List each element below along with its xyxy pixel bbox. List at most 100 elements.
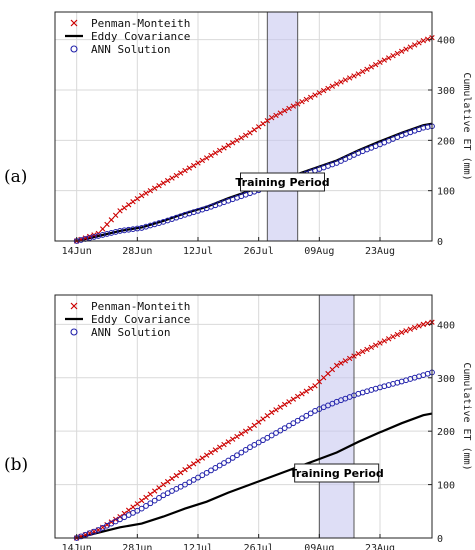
data-point-x (134, 196, 141, 202)
data-point-x (112, 212, 119, 219)
data-point-x (247, 425, 253, 432)
data-point-x (195, 160, 201, 166)
data-point-x (264, 118, 271, 124)
series-layer (73, 319, 435, 541)
data-point-x (312, 92, 318, 98)
data-point-o (229, 454, 236, 461)
data-point-x (407, 326, 414, 332)
legend-label: Penman-Monteith (91, 17, 190, 30)
data-point-x (407, 44, 414, 50)
y-axis-label: Cumulative ET (mm) (461, 72, 472, 180)
ticks: 14Jun 28Jun 12Jul 26Jul 09Aug 23Aug 0 100 200 300… (62, 36, 455, 257)
data-point-x (160, 180, 167, 186)
data-point-x (177, 469, 184, 476)
data-point-x (277, 110, 284, 116)
data-point-o (238, 449, 245, 456)
data-point-x (290, 396, 297, 402)
series-penman-monteith (73, 319, 435, 541)
data-point-o (234, 452, 240, 459)
data-point-x (320, 374, 327, 381)
data-point-x (303, 96, 310, 103)
data-point-x (143, 494, 149, 501)
legend-label: Eddy Covariance (91, 30, 190, 43)
y-tick-label: 0 (437, 237, 443, 248)
x-tick-label: 14Jun (62, 246, 92, 257)
y-tick-label: 100 (437, 187, 455, 198)
data-point-o (303, 412, 310, 419)
data-point-x (234, 137, 240, 144)
data-point-x (359, 348, 366, 355)
data-point-x (398, 329, 405, 336)
data-point-x (160, 481, 167, 488)
data-point-x (342, 358, 349, 364)
data-point-x (355, 351, 362, 357)
data-point-x (368, 344, 375, 351)
data-point-x (307, 385, 314, 392)
data-point-x (403, 328, 409, 334)
y-tick-label: 300 (437, 86, 455, 97)
data-point-x (411, 42, 418, 48)
data-point-x (364, 66, 370, 72)
training-period-label: Training Period (290, 467, 384, 480)
data-point-x (238, 431, 245, 437)
data-point-o (299, 415, 305, 422)
data-point-x (164, 177, 171, 184)
x-tick-label: 09Aug (304, 543, 334, 550)
data-point-o (225, 457, 232, 464)
x-tick-label: 09Aug (304, 246, 334, 257)
plot-frame (54, 11, 433, 242)
data-point-x (203, 452, 210, 458)
data-point-x (260, 416, 266, 422)
data-point-o (277, 427, 284, 434)
data-point-x (242, 132, 249, 138)
legend-marker-o (70, 328, 78, 336)
data-point-x (199, 157, 206, 164)
data-point-o (307, 410, 314, 417)
data-point-o (182, 481, 188, 488)
data-point-x (351, 353, 357, 359)
panel-b: 14Jun 28Jun 12Jul 26Jul 09Aug 23Aug 0 100 200 300… (4, 294, 472, 550)
data-point-x (403, 46, 409, 52)
data-point-x (255, 419, 262, 425)
data-point-x (333, 81, 340, 87)
legend-label: Eddy Covariance (91, 313, 190, 326)
data-point-x (316, 90, 323, 96)
data-point-x (108, 519, 115, 525)
legend-marker-x (70, 19, 78, 27)
data-point-x (329, 83, 336, 89)
data-point-x (294, 101, 301, 107)
data-point-x (377, 340, 383, 346)
x-tick-label: 26Jul (244, 543, 274, 550)
data-point-x (286, 105, 292, 112)
data-point-o (268, 432, 275, 439)
data-point-x (390, 52, 396, 59)
data-point-x (208, 152, 214, 159)
data-point-x (138, 497, 145, 504)
data-point-x (260, 121, 266, 127)
data-point-x (186, 165, 193, 171)
data-point-o (203, 469, 210, 476)
series-layer (73, 34, 435, 244)
data-point-x (416, 40, 422, 46)
x-tick-label: 23Aug (365, 543, 395, 550)
data-point-x (411, 324, 418, 331)
data-point-x (333, 362, 340, 369)
data-point-x (394, 331, 401, 338)
data-point-x (277, 404, 284, 410)
data-point-x (147, 187, 154, 194)
training-label-frame (294, 463, 380, 483)
data-point-o (147, 500, 154, 507)
plot-area (55, 295, 432, 538)
data-point-x (424, 36, 431, 42)
data-point-x (359, 68, 366, 75)
data-point-x (338, 360, 344, 366)
data-point-x (108, 217, 115, 223)
data-point-x (255, 124, 262, 130)
data-point-o (186, 479, 193, 486)
y-tick-label: 200 (437, 427, 455, 438)
data-point-x (329, 366, 336, 373)
legend-label: ANN Solution (91, 43, 170, 56)
data-point-x (186, 464, 193, 470)
data-point-x (208, 449, 214, 456)
